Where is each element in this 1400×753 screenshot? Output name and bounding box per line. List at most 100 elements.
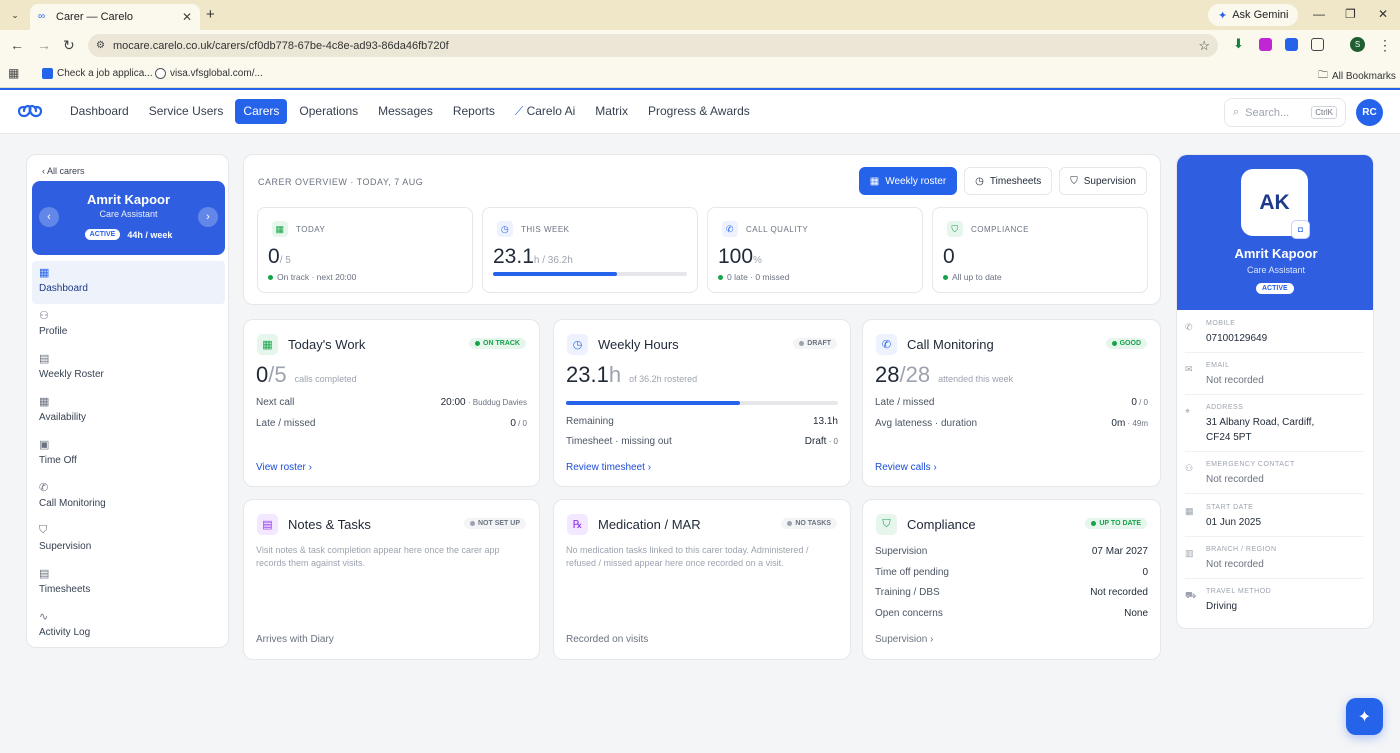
card-footer: Arrives with Diary xyxy=(256,634,334,645)
maximize-icon[interactable]: ❐ xyxy=(1345,7,1356,21)
sidebar-item-label: Availability xyxy=(39,412,87,423)
extension-icon[interactable] xyxy=(1259,38,1272,51)
review-calls-link[interactable]: Review calls › xyxy=(875,462,937,473)
sidebar-item-timesheets[interactable]: ▤ Timesheets xyxy=(32,562,225,605)
search-input[interactable]: ⌕ Search... CtrlK xyxy=(1224,98,1346,127)
car-icon: ⛟ xyxy=(1185,590,1197,600)
back-arrow-icon[interactable]: ← xyxy=(10,37,24,53)
attended-total: /28 xyxy=(899,362,931,387)
new-tab-icon[interactable]: + xyxy=(206,6,215,23)
hours-value: 23.1 xyxy=(566,362,609,387)
all-carers-link[interactable]: ‹ All carers xyxy=(42,166,85,176)
stat-this-week: ◷ THIS WEEK 23.1h / 36.2h xyxy=(482,207,698,293)
hours-progress-bar xyxy=(566,401,838,405)
carer-profile-panel: AK ◘ Amrit Kapoor Care Assistant ACTIVE … xyxy=(1176,154,1374,629)
stat-today: ▦ TODAY 0/ 5 On track · next 20:00 xyxy=(257,207,473,293)
reload-icon[interactable]: ↻ xyxy=(63,37,75,53)
tab-search-icon[interactable]: ⌄ xyxy=(11,9,19,20)
sidebar-item-profile[interactable]: ⚇ Profile xyxy=(32,304,225,347)
row-extra: · 49m xyxy=(1125,419,1148,428)
sidebar-item-activity-log[interactable]: ∿ Activity Log xyxy=(32,605,225,648)
bookmark-star-icon[interactable]: ☆ xyxy=(1198,37,1210,53)
supervision-link[interactable]: Supervision › xyxy=(875,634,934,645)
hours-progress-fill xyxy=(566,401,741,405)
bookmark-item[interactable]: visa.vfsglobal.com/... xyxy=(155,68,263,79)
field-value: Not recorded xyxy=(1206,559,1264,570)
weekly-roster-button[interactable]: ▦ Weekly roster xyxy=(858,167,958,195)
user-avatar[interactable]: RC xyxy=(1356,99,1383,126)
camera-icon[interactable]: ◘ xyxy=(1291,220,1310,239)
extensions-puzzle-icon[interactable] xyxy=(1311,38,1324,51)
search-placeholder: Search... xyxy=(1245,106,1290,119)
sidebar-item-time-off[interactable]: ▣ Time Off xyxy=(32,433,225,476)
sidebar-item-supervision[interactable]: ⛉ Supervision xyxy=(32,519,225,562)
timesheets-button[interactable]: ◷ Timesheets xyxy=(964,167,1053,195)
close-window-icon[interactable]: ✕ xyxy=(1378,7,1389,21)
status-badge: NOT SET UP xyxy=(463,518,526,529)
previous-carer-icon[interactable]: ‹ xyxy=(39,207,59,227)
browser-tab[interactable]: ∞ Carer — Carelo ✕ xyxy=(30,4,200,30)
ai-assistant-button[interactable]: ✦ xyxy=(1346,698,1383,735)
location-pin-icon: ⌖ xyxy=(1185,406,1191,416)
calls-total: /5 xyxy=(268,362,287,387)
nav-progress-awards[interactable]: Progress & Awards xyxy=(647,104,750,118)
next-carer-icon[interactable]: › xyxy=(198,207,218,227)
phone-icon: ✆ xyxy=(39,482,49,494)
browser-menu-icon[interactable]: ⋮ xyxy=(1378,37,1392,53)
browser-profile-avatar[interactable]: S xyxy=(1350,37,1365,52)
ask-gemini-label: Ask Gemini xyxy=(1232,9,1289,21)
sparkle-icon: ✦ xyxy=(1357,708,1372,726)
field-value: 01 Jun 2025 xyxy=(1206,517,1262,528)
view-roster-link[interactable]: View roster › xyxy=(256,462,312,473)
sidebar-item-availability[interactable]: ▦ Availability xyxy=(32,390,225,433)
nav-carers[interactable]: Carers xyxy=(235,99,288,124)
forward-arrow-icon[interactable]: → xyxy=(37,37,51,53)
status-dot xyxy=(799,341,805,346)
status-dot xyxy=(1111,341,1117,346)
nav-dashboard[interactable]: Dashboard xyxy=(70,104,129,118)
nav-reports[interactable]: Reports xyxy=(452,104,495,118)
badge-label: UP TO DATE xyxy=(1099,520,1141,527)
clock-icon: ◷ xyxy=(497,221,513,237)
sidebar-item-dashboard[interactable]: ▦ Dashboard xyxy=(32,261,225,304)
bookmark-item[interactable]: Check a job applica... xyxy=(42,68,153,79)
nav-service-users[interactable]: Service Users xyxy=(148,104,224,118)
download-icon[interactable]: ⬇ xyxy=(1233,36,1244,51)
nav-matrix[interactable]: Matrix xyxy=(595,104,628,118)
shield-icon: ⛉ xyxy=(1070,175,1078,187)
nav-messages[interactable]: Messages xyxy=(378,104,433,118)
apps-grid-icon[interactable]: ▦ xyxy=(8,66,20,80)
address-field: ⌖ ADDRESS 31 Albany Road, Cardiff, CF24 5P… xyxy=(1185,404,1363,452)
carer-overview: CARER OVERVIEW · TODAY, 7 AUG ▦ Weekly ro… xyxy=(243,154,1161,305)
row-value: 0 xyxy=(1142,567,1148,578)
sidebar-item-label: Call Monitoring xyxy=(39,498,106,509)
compliance-card: ⛉ Compliance UP TO DATE Supervision 07 Mar… xyxy=(862,499,1161,660)
branch-region-field: ▥ BRANCH / REGION Not recorded xyxy=(1185,546,1363,579)
ask-gemini-button[interactable]: ✦ Ask Gemini xyxy=(1208,4,1299,26)
tab-title: Carer — Carelo xyxy=(56,11,134,23)
sidebar-item-call-monitoring[interactable]: ✆ Call Monitoring xyxy=(32,476,225,519)
review-timesheet-link[interactable]: Review timesheet › xyxy=(566,462,652,473)
minimize-icon[interactable]: — xyxy=(1313,7,1325,21)
calls-caption: calls completed xyxy=(294,374,357,384)
row-label: Next call xyxy=(256,397,295,408)
nav-carelo-ai[interactable]: ⟋ Carelo Ai xyxy=(507,99,583,124)
row-label: Late / missed xyxy=(256,418,316,429)
carelo-logo-icon[interactable] xyxy=(18,102,42,120)
building-icon: ▥ xyxy=(1185,548,1194,558)
extension-icon[interactable] xyxy=(1285,38,1298,51)
supervision-button[interactable]: ⛉ Supervision xyxy=(1059,167,1147,195)
stat-value: 100 xyxy=(718,245,754,268)
status-dot xyxy=(718,274,723,280)
stat-value: 23.1 xyxy=(493,245,534,268)
stat-suffix: h / 36.2h xyxy=(533,255,573,266)
url-bar[interactable]: ⚙ mocare.carelo.co.uk/carers/cf0db778-67… xyxy=(88,34,1218,57)
nav-operations[interactable]: Operations xyxy=(299,104,359,118)
site-info-icon[interactable]: ⚙ xyxy=(96,40,105,51)
sidebar-item-weekly-roster[interactable]: ▤ Weekly Roster xyxy=(32,347,225,390)
all-bookmarks-button[interactable]: 🗀 All Bookmarks xyxy=(1318,68,1396,85)
badge-label: NO TASKS xyxy=(795,520,831,527)
status-dot xyxy=(268,274,273,280)
late-missed-row: Late / missed 0 / 0 xyxy=(875,397,1148,408)
close-tab-icon[interactable]: ✕ xyxy=(181,10,192,24)
